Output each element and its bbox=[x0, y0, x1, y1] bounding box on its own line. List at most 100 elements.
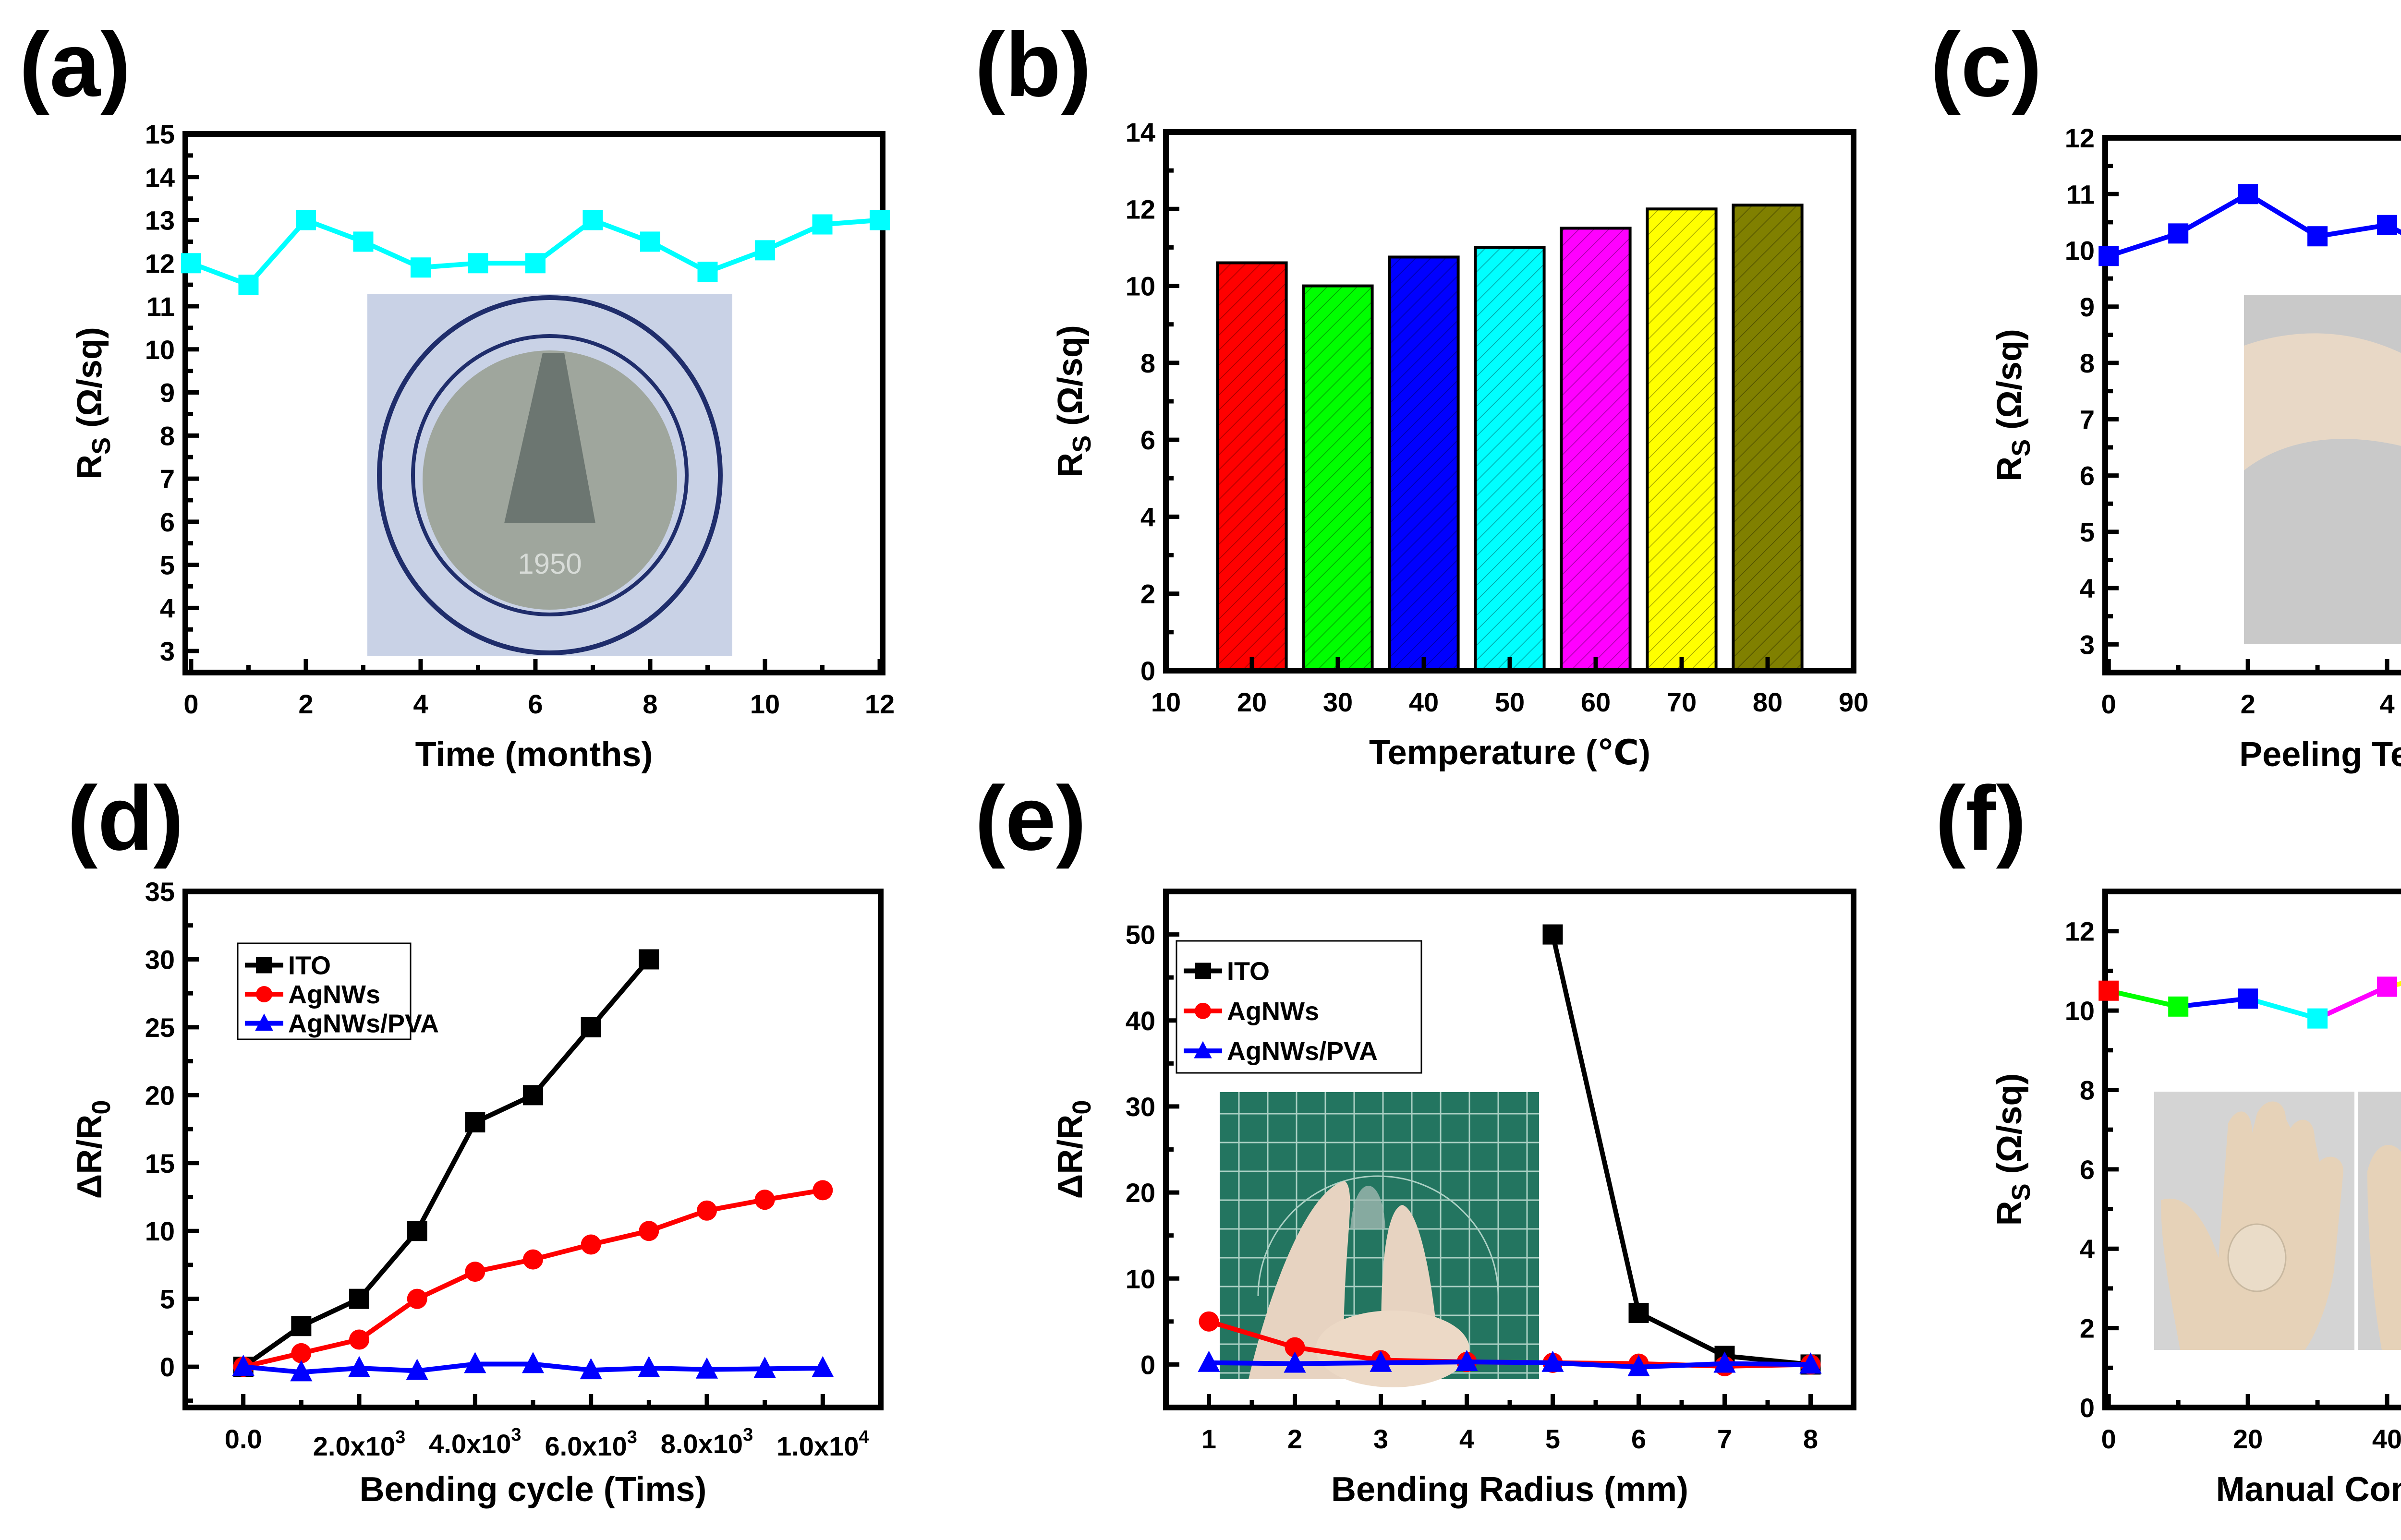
series-segment bbox=[2178, 996, 2248, 1009]
x-axis-title: Bending Radius (mm) bbox=[1331, 1470, 1688, 1509]
glove-finger-1 bbox=[2244, 333, 2401, 470]
y-tick-label: 30 bbox=[1126, 1092, 1155, 1122]
logo-year: 1950 bbox=[518, 548, 582, 580]
data-point bbox=[523, 1249, 543, 1270]
y-tick-label: 12 bbox=[2065, 916, 2095, 947]
legend-marker bbox=[1194, 1041, 1212, 1059]
bent-film bbox=[1350, 1186, 1385, 1229]
x-tick-label: 60 bbox=[1581, 687, 1611, 717]
data-point bbox=[232, 1354, 255, 1376]
data-point bbox=[291, 1316, 312, 1336]
data-point bbox=[1199, 1311, 1219, 1332]
y-title-subscript: S bbox=[87, 437, 116, 455]
data-point bbox=[2377, 976, 2398, 997]
y-tick-label: 15 bbox=[145, 1148, 175, 1179]
panel-label-f: (f) bbox=[1935, 768, 2026, 869]
y-tick-label: 12 bbox=[2065, 123, 2095, 153]
y-title-main: R bbox=[1990, 1201, 2029, 1226]
data-point bbox=[349, 1288, 369, 1309]
inset-photo-hands bbox=[2154, 1092, 2401, 1350]
x-tick-label: 40 bbox=[2372, 1424, 2401, 1454]
y-tick-label: 9 bbox=[160, 378, 175, 408]
x-tick-label: 70 bbox=[1667, 687, 1697, 717]
chart-a: 3 4 5 6 7 8 9 10 11 12 13 14 15 0 2 4 6 8 10 12 Time (months… bbox=[71, 119, 895, 774]
data-point bbox=[2377, 215, 2398, 235]
y-tick-label: 0 bbox=[1140, 1349, 1155, 1380]
panel-a: (a) 1950 bbox=[19, 14, 732, 656]
legend-marker bbox=[255, 1013, 273, 1031]
legend-label: AgNWs bbox=[288, 980, 380, 1009]
y-tick-label: 5 bbox=[2080, 517, 2095, 547]
x-tick-label: 1 bbox=[1201, 1424, 1216, 1454]
x-tick-mantissa: 2.0x10 bbox=[313, 1431, 395, 1461]
data-point bbox=[2168, 996, 2189, 1017]
y-tick-label: 11 bbox=[146, 291, 175, 322]
y-tick-label: 3 bbox=[160, 636, 175, 666]
panel-label-d: (d) bbox=[67, 768, 184, 869]
y-title-subscript: S bbox=[2007, 1183, 2036, 1201]
x-tick-exponent: 3 bbox=[627, 1427, 637, 1447]
x-tick-exponent: 3 bbox=[511, 1425, 521, 1445]
y-tick-label: 7 bbox=[2080, 404, 2095, 434]
x-tick-label: 7 bbox=[1717, 1424, 1732, 1454]
logo-outer-ring bbox=[377, 295, 723, 655]
y-axis-title: RS (Ω/sq) bbox=[1051, 325, 1096, 478]
data-point bbox=[581, 1017, 601, 1037]
data-point bbox=[1628, 1302, 1649, 1323]
data-point bbox=[468, 253, 488, 274]
y-tick-label: 50 bbox=[1126, 920, 1155, 950]
series-segment bbox=[2386, 981, 2401, 989]
chart-e: 0 10 20 30 40 50 1 2 3 4 5 6 7 8 Bending Radius (mm) ΔR… bbox=[1051, 889, 1856, 1509]
panel-label-a: (a) bbox=[19, 14, 131, 116]
data-point bbox=[1627, 1355, 1650, 1376]
y-title-unit: (Ω/sq) bbox=[1051, 325, 1090, 435]
data-point bbox=[2098, 980, 2119, 1001]
x-tick-exponent: 3 bbox=[743, 1425, 753, 1445]
panel-e: (e) bbox=[975, 768, 1539, 1387]
y-axis-title: RS (Ω/sq) bbox=[1990, 1073, 2036, 1226]
data-point bbox=[2307, 1008, 2328, 1029]
panel-label-b: (b) bbox=[975, 14, 1091, 116]
x-axis-title: Manual Compression (Times) bbox=[2216, 1470, 2401, 1509]
data-point bbox=[465, 1262, 485, 1282]
data-point bbox=[238, 275, 259, 295]
data-point bbox=[406, 1359, 428, 1380]
x-axis-title: Peeling Test Cycle (Times) bbox=[2239, 735, 2401, 774]
y-tick-label: 15 bbox=[145, 119, 175, 149]
data-point bbox=[349, 1329, 369, 1350]
x-tick-label: 4 bbox=[1459, 1424, 1474, 1454]
data-point bbox=[1713, 1351, 1736, 1373]
data-point bbox=[523, 1085, 543, 1106]
logo-inner-ring bbox=[411, 334, 689, 616]
inset-photo-peeling bbox=[2244, 295, 2401, 644]
y-axis-title: ΔR/R0 bbox=[71, 1100, 116, 1199]
x-tick-label: 30 bbox=[1323, 687, 1353, 717]
panel-f: (f) bbox=[1935, 768, 2401, 1350]
x-axis-title: Time (months) bbox=[415, 735, 653, 774]
bar-hatch-50 bbox=[1475, 247, 1544, 671]
glove-knuckle bbox=[1316, 1311, 1469, 1387]
x-tick-label: 6 bbox=[1631, 1424, 1646, 1454]
x-tick-label: 0.0 bbox=[225, 1424, 262, 1454]
x-tick-label: 0 bbox=[183, 689, 198, 719]
data-point bbox=[1455, 1349, 1478, 1371]
inset-photo-bending bbox=[1220, 1092, 1539, 1387]
data-point bbox=[812, 214, 833, 235]
legend-marker bbox=[1195, 962, 1211, 979]
bar-hatch-40 bbox=[1389, 257, 1458, 671]
y-tick-label: 9 bbox=[2080, 292, 2095, 322]
y-tick-label: 10 bbox=[1126, 1263, 1155, 1294]
x-tick-label: 1.0x104 bbox=[776, 1427, 869, 1461]
x-tick-label: 50 bbox=[1495, 687, 1525, 717]
x-tick-label: 4.0x103 bbox=[429, 1425, 521, 1459]
data-point bbox=[525, 253, 546, 274]
data-point bbox=[1198, 1350, 1220, 1372]
series-line bbox=[1550, 934, 1811, 1367]
logo-tower-shape bbox=[504, 353, 595, 523]
y-tick-label: 11 bbox=[2066, 179, 2095, 209]
data-point bbox=[2098, 246, 2119, 266]
y-tick-label: 25 bbox=[145, 1012, 175, 1043]
